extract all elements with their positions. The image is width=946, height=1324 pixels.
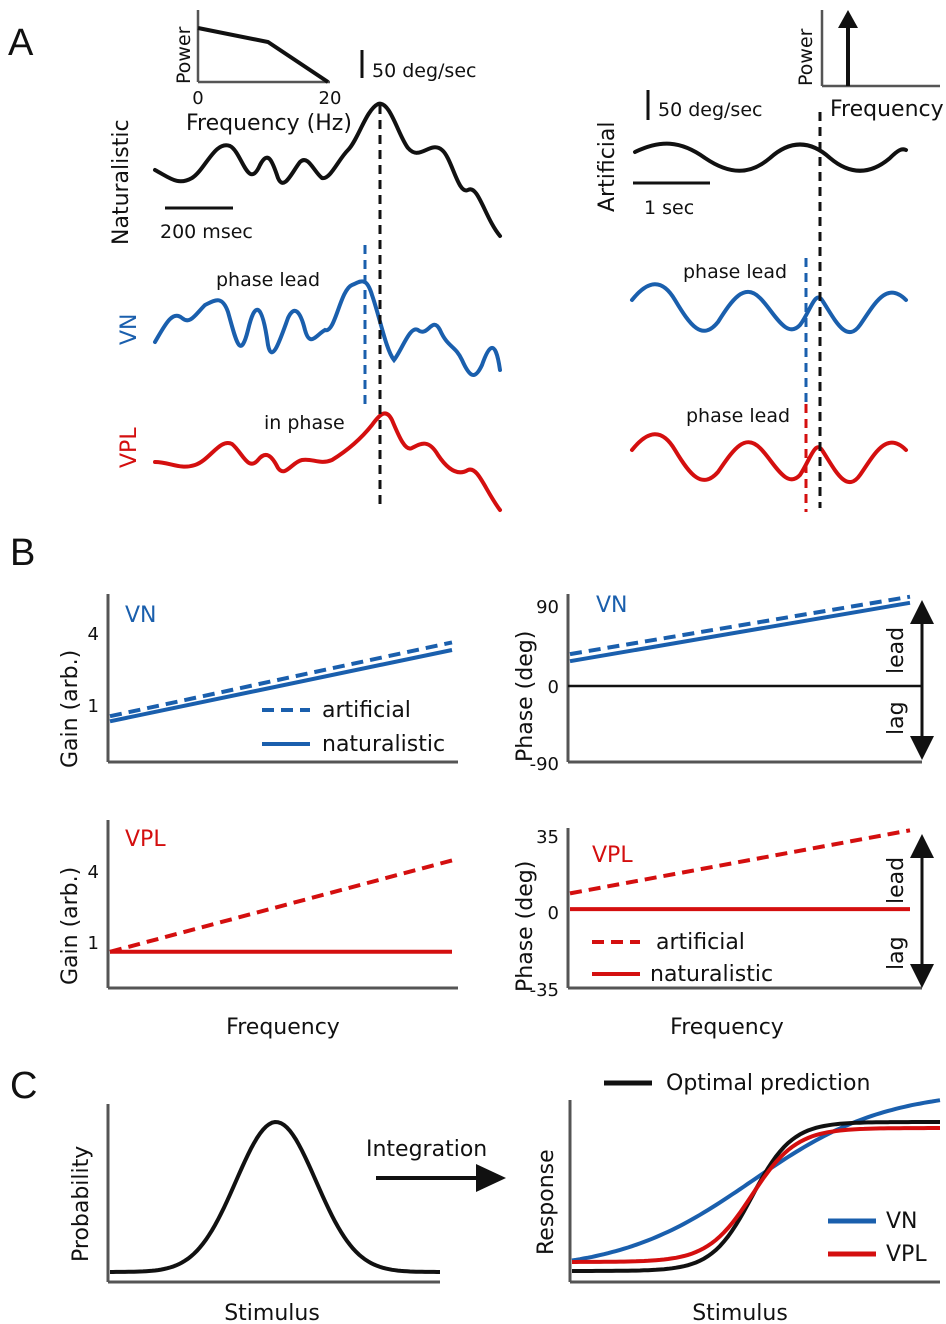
probability-ylabel: Probability (69, 1146, 94, 1262)
probability-xlabel: Stimulus (224, 1301, 320, 1324)
artificial-label: Artificial (595, 122, 620, 213)
velocity-scale-label-left: 50 deg/sec (372, 60, 476, 82)
vn-artificial-trace (630, 282, 908, 334)
gain-vn-artificial-line (109, 640, 453, 719)
phase-vn-lead-label: lead (884, 627, 909, 674)
integration-arrowhead (476, 1164, 506, 1192)
gain-vpl-artificial-line (109, 858, 453, 954)
phase-vn-lag-label: lag (884, 701, 909, 735)
gain-vpl-ytick-4: 4 (88, 862, 99, 883)
inset-right-xlabel: Frequency (830, 97, 944, 122)
gain-xlabel: Frequency (226, 1015, 340, 1040)
inset-power-spectrum-artificial: Power Frequency (795, 10, 944, 122)
response-ylabel: Response (534, 1149, 559, 1255)
velocity-scale-label-right: 50 deg/sec (658, 99, 762, 121)
integration-label: Integration (366, 1137, 487, 1162)
phase-vpl-ytick-neg35: -35 (530, 980, 559, 1001)
vpl-label-a: VPL (117, 427, 142, 468)
inset-right-ylabel: Power (795, 28, 817, 86)
time-scale-label-right: 1 sec (644, 197, 694, 219)
chart-response: Response Stimulus Optimal prediction VN … (534, 1071, 941, 1324)
phase-vpl-lead-arrowhead (910, 834, 934, 858)
legend-label-naturalistic: naturalistic (322, 732, 445, 757)
phase-vn-lag-arrowhead (910, 736, 934, 760)
phase-vn-artificial-line (569, 594, 911, 657)
inset-power-spectrum-naturalistic: Power 0 20 Frequency (Hz) (173, 10, 352, 136)
response-vpl-curve (572, 1126, 940, 1264)
inset-xtick-min: 0 (192, 88, 203, 109)
gain-vn-naturalistic-line (109, 648, 453, 724)
vn-naturalistic-trace (153, 279, 502, 377)
gain-vn-ytick-4: 4 (88, 624, 99, 645)
phase-vpl-lag-label: lag (884, 936, 909, 970)
phase-vn-ylabel: Phase (deg) (513, 631, 538, 762)
phase-vn-ytick-0: 0 (548, 677, 559, 698)
chart-gain-vn: Gain (arb.) 4 1 VN artificial naturalist… (58, 594, 458, 768)
vn-label-a: VN (117, 313, 142, 345)
panel-letter-a: A (8, 22, 34, 64)
gain-vpl-ytick-1: 1 (88, 933, 99, 954)
inset-spectrum-line (197, 26, 330, 84)
legend-label-vpl: VPL (886, 1242, 927, 1267)
phase-vpl-lead-label: lead (884, 857, 909, 904)
legend-label-artificial-vpl: artificial (656, 930, 745, 955)
chart-gain-vpl: Gain (arb.) 4 1 VPL Frequency (58, 820, 458, 1040)
probability-curve (110, 1119, 440, 1274)
naturalistic-stimulus-trace (153, 101, 502, 238)
phase-lead-label-vpl-artificial: phase lead (686, 405, 790, 427)
time-scale-label-left: 200 msec (160, 221, 253, 243)
inset-right-spike-arrowhead (838, 10, 858, 28)
panel-letter-c: C (10, 1065, 37, 1107)
chart-phase-vn: Phase (deg) 90 0 -90 VN lead lag (513, 593, 934, 775)
phase-lead-label-naturalistic: phase lead (216, 269, 320, 291)
inset-xtick-max: 20 (319, 88, 342, 109)
phase-vpl-lag-arrowhead (910, 964, 934, 988)
phase-vn-ytick-neg90: -90 (530, 754, 559, 775)
gain-vpl-ylabel: Gain (arb.) (58, 867, 83, 985)
phase-xlabel: Frequency (670, 1015, 784, 1040)
legend-label-optimal: Optimal prediction (666, 1071, 870, 1096)
naturalistic-label: Naturalistic (109, 119, 134, 245)
gain-vn-ylabel: Gain (arb.) (58, 650, 83, 768)
phase-lead-label-vn-artificial: phase lead (683, 261, 787, 283)
phase-vpl-ylabel: Phase (deg) (513, 861, 538, 992)
gain-vn-group-label: VN (125, 603, 157, 628)
in-phase-label: in phase (264, 412, 345, 434)
response-vn-curve (571, 1098, 941, 1263)
gain-vpl-group-label: VPL (125, 827, 166, 852)
phase-vpl-ytick-35: 35 (536, 827, 559, 848)
phase-vn-lead-arrowhead (910, 600, 934, 624)
phase-vpl-ytick-0: 0 (548, 903, 559, 924)
legend-label-artificial: artificial (322, 698, 411, 723)
phase-vn-naturalistic-line (569, 600, 911, 664)
inset-xlabel: Frequency (Hz) (186, 111, 352, 136)
legend-label-vn: VN (886, 1209, 918, 1234)
panel-letter-b: B (10, 532, 35, 574)
inset-ylabel: Power (173, 26, 195, 84)
chart-probability: Probability Stimulus (69, 1104, 440, 1324)
gain-vn-ytick-1: 1 (88, 696, 99, 717)
response-xlabel: Stimulus (692, 1301, 788, 1324)
legend-label-naturalistic-vpl: naturalistic (650, 962, 773, 987)
phase-vpl-group-label: VPL (592, 843, 633, 868)
artificial-stimulus-trace (633, 141, 908, 173)
phase-vn-group-label: VN (596, 593, 628, 618)
phase-vpl-artificial-line (569, 828, 911, 896)
phase-vn-ytick-90: 90 (536, 597, 559, 618)
vpl-artificial-trace (630, 432, 908, 484)
chart-phase-vpl: Phase (deg) 35 0 -35 VPL artificial natu… (513, 827, 934, 1040)
vpl-naturalistic-trace (153, 411, 502, 512)
